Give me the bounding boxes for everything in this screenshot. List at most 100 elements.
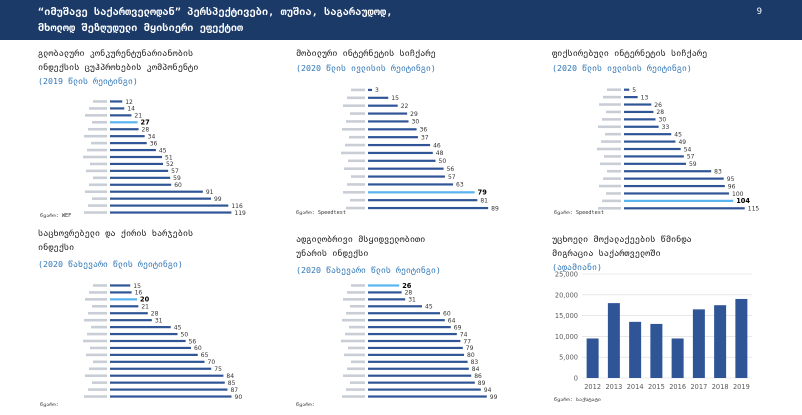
- data-label: 31: [155, 317, 163, 324]
- country-label: [347, 96, 365, 100]
- country-label: [87, 332, 107, 336]
- data-label: 49: [678, 139, 686, 146]
- country-label: [88, 388, 107, 391]
- bar: [624, 133, 672, 136]
- bar: [624, 118, 656, 121]
- data-label: 90: [235, 394, 243, 400]
- panel-mobile-internet: მობილური ინტერნეტის სიჩქარე (2020 წლის ი…: [296, 47, 526, 75]
- data-label: 75: [214, 366, 222, 373]
- panel-subtitle: (2020 წახევარი წლის რეიტინგი): [296, 265, 441, 275]
- data-label: 45: [674, 131, 682, 138]
- bar: [368, 96, 389, 99]
- bar: [368, 346, 463, 350]
- bar: [110, 211, 232, 214]
- country-label: [86, 169, 107, 173]
- bar-georgia: [368, 191, 475, 194]
- data-label: 94: [484, 387, 492, 394]
- data-label: 56: [189, 338, 197, 345]
- bar: [368, 367, 469, 370]
- x-tick-label: 2013: [605, 383, 622, 391]
- data-label: 37: [421, 134, 429, 141]
- data-label: 57: [171, 168, 179, 175]
- country-label: [87, 148, 107, 152]
- bar-georgia: [110, 298, 137, 301]
- x-tick-label: 2015: [648, 383, 665, 391]
- panel-title-line2: ინდექსის ცუჰპროხების კომპონენტი: [38, 63, 199, 73]
- data-label: 21: [134, 113, 142, 120]
- data-label: 95: [727, 176, 735, 183]
- country-label: [93, 284, 107, 287]
- bar: [110, 197, 211, 200]
- x-tick-label: 2018: [712, 383, 729, 391]
- data-label: 91: [206, 189, 214, 196]
- data-label: 30: [412, 119, 420, 126]
- data-label: 89: [478, 380, 486, 387]
- bar: [368, 298, 406, 301]
- bar: [368, 112, 408, 115]
- data-label: 99: [490, 394, 498, 400]
- data-label: 20: [140, 296, 150, 304]
- bar: [368, 381, 475, 384]
- panel-competitiveness: გლობალური კონკურენტუნარიანობის ინდექსის …: [38, 47, 268, 88]
- bar: [624, 177, 724, 180]
- panel-source: წყარო: WEF: [40, 213, 72, 219]
- country-label: [84, 318, 107, 322]
- panel-title-line1: ფიქსირებული ინტერნეტის სიჩქარე: [552, 49, 708, 59]
- country-label: [347, 183, 365, 186]
- data-label: 36: [420, 127, 428, 134]
- country-label: [84, 134, 107, 138]
- country-label: [603, 177, 621, 180]
- country-label: [341, 151, 365, 155]
- data-label: 13: [641, 94, 649, 101]
- slide-title-line2: მხოლოდ შეზღუდული მყისიერი ეფექტით: [38, 23, 244, 34]
- bar: [735, 298, 748, 378]
- bar: [110, 339, 186, 343]
- data-label: 45: [159, 147, 167, 154]
- country-label: [91, 325, 107, 329]
- data-label: 81: [480, 197, 488, 204]
- bar: [607, 303, 620, 378]
- country-label: [342, 318, 365, 322]
- country-label: [351, 360, 365, 364]
- data-label: 34: [148, 133, 156, 140]
- country-label: [598, 125, 621, 129]
- bar: [110, 374, 224, 377]
- y-tick-label: 10,000: [555, 333, 578, 341]
- page-number: 9: [756, 7, 762, 17]
- country-label: [604, 155, 621, 158]
- panel-title-line1: ადგილობრივი მსყიდველობითი: [296, 235, 426, 245]
- data-label: 33: [662, 124, 670, 131]
- country-label: [90, 162, 107, 166]
- country-label: [350, 381, 365, 384]
- panel-subtitle: (2020 წახევარი წლის რეიტინგი): [38, 259, 183, 269]
- bar: [368, 319, 445, 322]
- country-label: [344, 167, 365, 170]
- bar: [368, 312, 440, 315]
- country-label: [85, 298, 107, 301]
- panel-subtitle: (2019 წლის რეიტინგი): [38, 76, 138, 86]
- country-label: [92, 381, 107, 384]
- bar: [624, 155, 684, 158]
- country-label: [607, 88, 621, 92]
- bar: [368, 332, 457, 336]
- country-label: [92, 120, 107, 124]
- bar: [110, 326, 171, 329]
- bar: [368, 151, 433, 155]
- bar: [110, 305, 139, 308]
- country-label: [351, 284, 365, 287]
- bar: [368, 175, 445, 178]
- bar: [110, 381, 225, 384]
- country-label: [89, 183, 107, 187]
- bar: [110, 360, 205, 363]
- country-label: [88, 204, 107, 207]
- data-label: 65: [201, 352, 209, 359]
- bar: [624, 96, 638, 99]
- country-label: [347, 291, 365, 294]
- country-label: [345, 332, 365, 336]
- country-label: [347, 367, 365, 371]
- bar: [368, 326, 451, 329]
- country-label: [84, 211, 107, 214]
- bar: [368, 128, 417, 131]
